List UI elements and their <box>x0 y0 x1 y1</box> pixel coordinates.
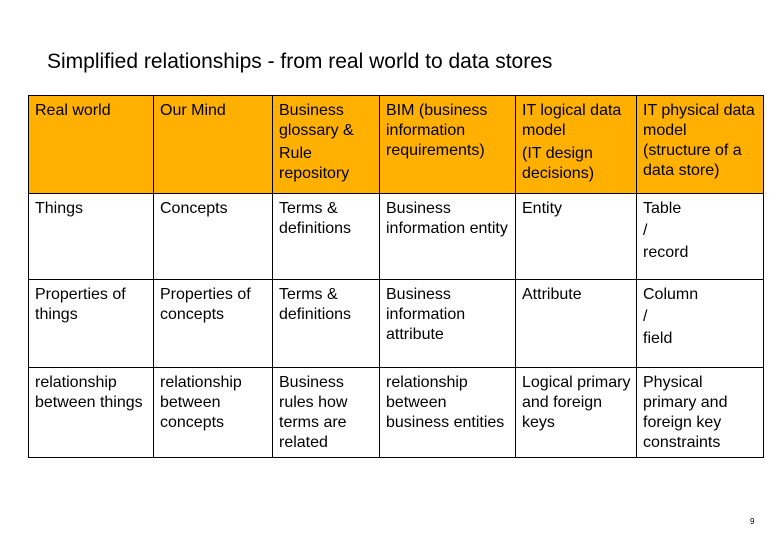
header-it-logical: IT logical data model (IT design decisio… <box>515 95 637 194</box>
header-business-glossary: Business glossary & Rule repository <box>272 95 380 194</box>
page-number: 9 <box>750 517 755 526</box>
table-row: Things Concepts Terms & definitions Busi… <box>28 193 764 280</box>
header-our-mind: Our Mind <box>153 95 273 194</box>
cell-things: Things <box>28 193 154 280</box>
cell-business-information-entity: Business information entity <box>379 193 516 280</box>
cell-physical-constraints: Physical primary and foreign key constra… <box>636 367 764 458</box>
cell-table-word: Table <box>643 200 682 217</box>
cell-properties-of-concepts: Properties of concepts <box>153 279 273 368</box>
cell-concepts: Concepts <box>153 193 273 280</box>
cell-terms-definitions: Terms & definitions <box>272 279 380 368</box>
header-business-glossary-line1: Business glossary & <box>279 102 354 139</box>
cell-table-slash: / <box>643 222 648 239</box>
header-it-physical: IT physical data model (structure of a d… <box>636 95 764 194</box>
cell-attribute: Attribute <box>515 279 637 368</box>
cell-field-word: field <box>643 330 673 347</box>
table-header-row: Real world Our Mind Business glossary & … <box>28 95 764 194</box>
cell-properties-of-things: Properties of things <box>28 279 154 368</box>
cell-relationship-between-entities: relationship between business entities <box>379 367 516 458</box>
cell-entity: Entity <box>515 193 637 280</box>
cell-table-record: Table / record <box>636 193 764 280</box>
cell-terms-definitions: Terms & definitions <box>272 193 380 280</box>
header-real-world: Real world <box>28 95 154 194</box>
cell-column-word: Column <box>643 286 699 303</box>
page-title: Simplified relationships - from real wor… <box>47 50 553 73</box>
header-it-logical-line2: (IT design decisions) <box>522 145 595 182</box>
cell-logical-keys: Logical primary and foreign keys <box>515 367 637 458</box>
header-it-logical-line1: IT logical data model <box>522 102 622 139</box>
cell-business-rules: Business rules how terms are related <box>272 367 380 458</box>
cell-business-information-attribute: Business information attribute <box>379 279 516 368</box>
relationships-table: Real world Our Mind Business glossary & … <box>28 95 764 458</box>
cell-relationship-between-things: relationship between things <box>28 367 154 458</box>
cell-relationship-between-concepts: relationship between concepts <box>153 367 273 458</box>
cell-record-word: record <box>643 244 689 261</box>
header-bim: BIM (business information requirements) <box>379 95 516 194</box>
table-row: relationship between things relationship… <box>28 367 764 458</box>
cell-column-field: Column / field <box>636 279 764 368</box>
header-business-glossary-line2: Rule repository <box>279 145 350 182</box>
table-row: Properties of things Properties of conce… <box>28 279 764 368</box>
cell-column-slash: / <box>643 308 648 325</box>
